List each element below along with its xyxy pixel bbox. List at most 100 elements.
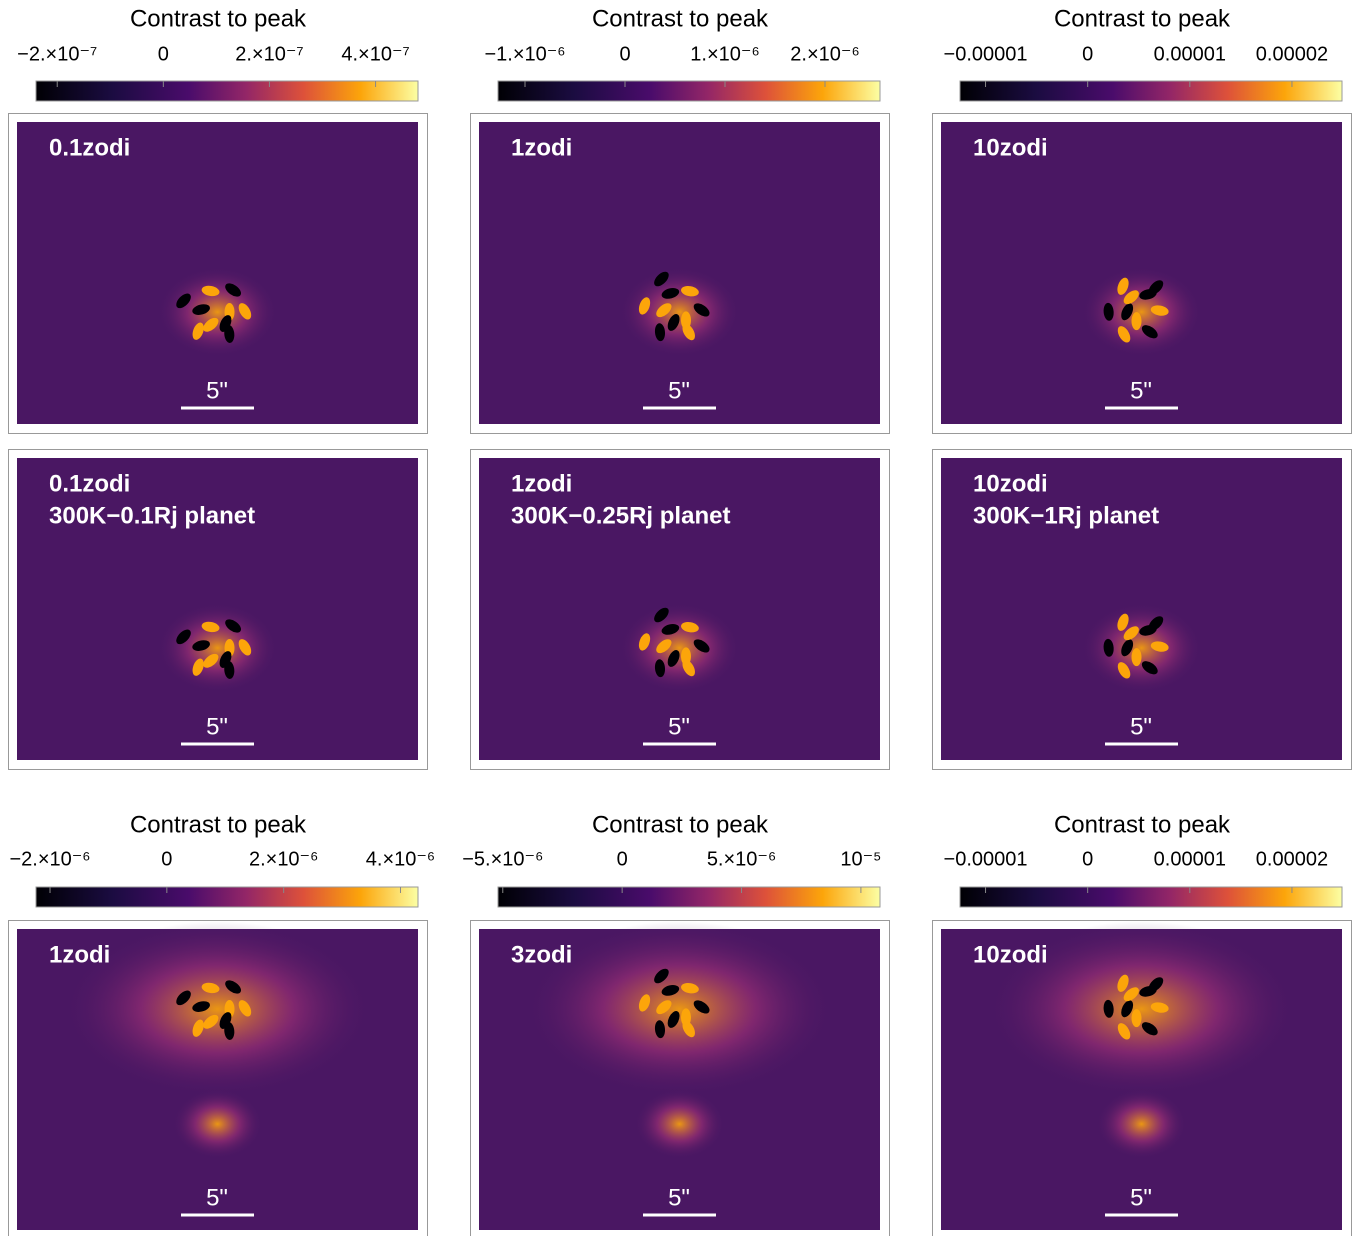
colorbar-tick-label: 0 — [617, 848, 628, 870]
colorbar-tick-label: 0 — [1082, 43, 1093, 65]
colorbar-tick-label: 0.00001 — [1154, 43, 1226, 65]
panel-label: 300K−1Rj planet — [973, 502, 1159, 529]
colorbar-tick-label: −5.×10⁻⁶ — [462, 848, 543, 870]
speckle-glow — [987, 921, 1296, 1097]
speckle — [201, 982, 220, 994]
speckle — [1117, 613, 1129, 631]
colorbar-title: Contrast to peak — [592, 5, 769, 32]
speckle — [681, 622, 699, 633]
speckle — [224, 1021, 235, 1040]
colorbar-tick-label: 1.×10⁻⁶ — [690, 43, 759, 65]
speckle — [201, 621, 220, 633]
panel: 0.1zodi 300K−0.1Rj planet 5" — [8, 449, 428, 770]
colorbar-tick-label: −2.×10⁻⁶ — [9, 848, 90, 870]
speckle-glow — [1081, 603, 1202, 693]
scale-bar-label: 5" — [668, 1184, 690, 1211]
colorbar-tick-label: 10⁻⁵ — [840, 848, 881, 870]
speckle — [693, 1000, 710, 1014]
speckle — [1123, 290, 1139, 305]
colorbar — [959, 80, 1343, 102]
speckle — [192, 304, 210, 315]
speckle — [1131, 648, 1142, 667]
colorbar-tick-label: −0.00001 — [944, 848, 1028, 870]
panel-label: 3zodi — [511, 941, 572, 968]
colorbar-title: Contrast to peak — [130, 5, 307, 32]
colorbar-tick-label: −1.×10⁻⁶ — [484, 43, 565, 65]
speckle — [1141, 1022, 1158, 1036]
speckle — [661, 288, 680, 299]
colorbar-tick-label: −2.×10⁻⁷ — [17, 43, 97, 65]
scale-bar-label: 5" — [206, 713, 228, 740]
speckle-glow — [1096, 1089, 1187, 1159]
speckle — [1141, 661, 1158, 675]
panel: 1zodi 5" — [470, 113, 890, 434]
colorbar-tick-label: 0.00002 — [1256, 848, 1328, 870]
speckle — [638, 633, 651, 651]
speckle — [1117, 1023, 1131, 1040]
speckle — [682, 1020, 695, 1038]
speckle — [1150, 641, 1169, 652]
speckle — [667, 650, 680, 667]
panel: 1zodi 5" — [8, 920, 428, 1236]
colorbar-tick-label: −0.00001 — [944, 43, 1028, 65]
speckle — [176, 990, 191, 1006]
colorbar — [497, 886, 881, 908]
colorbar-title: Contrast to peak — [592, 811, 769, 838]
speckle — [661, 624, 680, 635]
speckle — [1150, 305, 1169, 316]
speckle — [238, 639, 252, 656]
colorbar-tick-label: 0.00002 — [1256, 43, 1328, 65]
colorbar-tick-label: 0 — [619, 43, 630, 65]
speckle — [667, 314, 680, 331]
speckle — [667, 1011, 680, 1028]
speckle — [693, 639, 710, 653]
speckle — [1117, 277, 1129, 295]
panel: 3zodi 5" — [470, 920, 890, 1236]
colorbar-tick-label: 0 — [1082, 848, 1093, 870]
speckle — [656, 303, 672, 318]
scale-bar-label: 5" — [1130, 713, 1152, 740]
scale-bar-label: 5" — [1130, 377, 1152, 404]
speckle-glow — [619, 267, 740, 357]
speckle — [176, 293, 191, 309]
colorbar-tick-label: 2.×10⁻⁶ — [790, 43, 859, 65]
speckle-glow — [157, 603, 278, 693]
speckle — [192, 658, 204, 676]
speckle — [176, 629, 191, 645]
speckle — [1131, 312, 1142, 331]
speckle — [192, 1001, 210, 1012]
speckle-glow — [525, 921, 834, 1097]
colorbar-title: Contrast to peak — [1054, 811, 1231, 838]
speckle-glow — [634, 1089, 725, 1159]
speckle — [654, 323, 666, 342]
panel-label: 10zodi — [973, 134, 1048, 161]
colorbar-tick-label: 2.×10⁻⁷ — [235, 43, 303, 65]
speckle — [224, 324, 235, 343]
colorbar — [35, 80, 419, 102]
colorbar-tick-label: 0 — [158, 43, 169, 65]
speckle — [225, 619, 242, 633]
colorbar-tick-label: 4.×10⁻⁷ — [341, 43, 409, 65]
panel-label: 1zodi — [511, 470, 572, 497]
speckle — [1148, 280, 1164, 295]
speckle — [1121, 639, 1134, 657]
colorbar-tick-label: 0 — [161, 848, 172, 870]
speckle — [225, 980, 242, 994]
speckle — [203, 653, 219, 668]
speckle — [224, 660, 235, 679]
speckle — [1103, 999, 1114, 1018]
speckle — [1121, 1000, 1134, 1018]
speckle-glow — [1081, 267, 1202, 357]
speckle — [1141, 325, 1158, 339]
speckle — [201, 285, 220, 297]
colorbar-title: Contrast to peak — [1054, 5, 1231, 32]
panel: 10zodi 5" — [932, 920, 1352, 1236]
speckle — [225, 283, 242, 297]
speckle — [192, 640, 210, 651]
panel-label: 0.1zodi — [49, 470, 130, 497]
speckle — [654, 659, 666, 678]
colorbar-title: Contrast to peak — [130, 811, 307, 838]
scale-bar-label: 5" — [206, 1184, 228, 1211]
speckle — [681, 286, 699, 297]
